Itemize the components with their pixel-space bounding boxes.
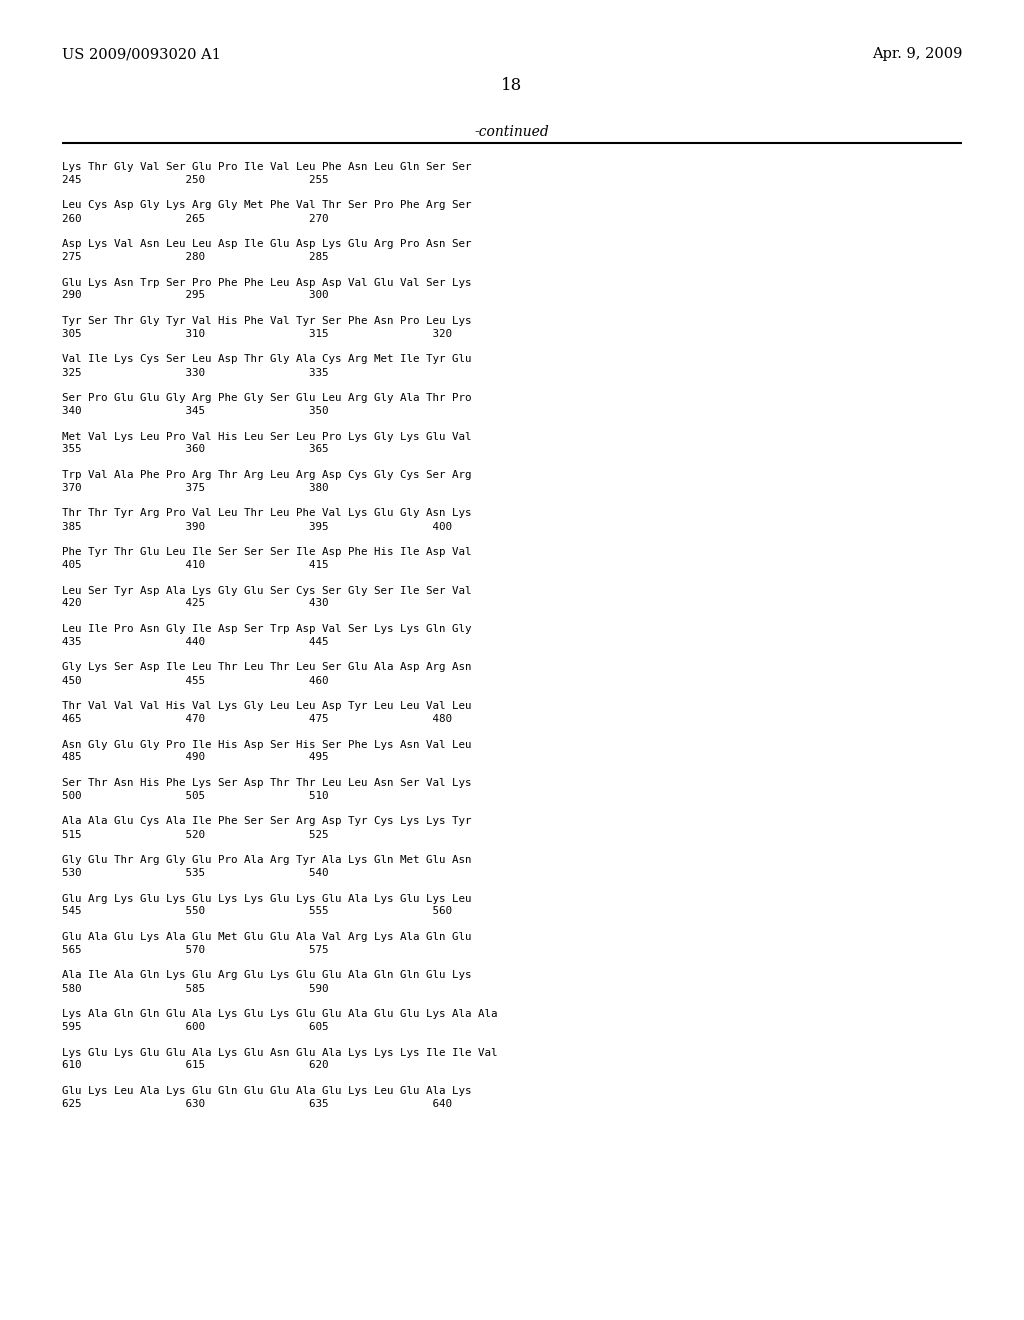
Text: 385                390                395                400: 385 390 395 400 (62, 521, 452, 532)
Text: 435                440                445: 435 440 445 (62, 638, 329, 647)
Text: 370                375                380: 370 375 380 (62, 483, 329, 492)
Text: US 2009/0093020 A1: US 2009/0093020 A1 (62, 48, 221, 61)
Text: Ala Ala Glu Cys Ala Ile Phe Ser Ser Arg Asp Tyr Cys Lys Lys Tyr: Ala Ala Glu Cys Ala Ile Phe Ser Ser Arg … (62, 817, 471, 826)
Text: Lys Ala Gln Gln Glu Ala Lys Glu Lys Glu Glu Ala Glu Glu Lys Ala Ala: Lys Ala Gln Gln Glu Ala Lys Glu Lys Glu … (62, 1008, 498, 1019)
Text: Val Ile Lys Cys Ser Leu Asp Thr Gly Ala Cys Arg Met Ile Tyr Glu: Val Ile Lys Cys Ser Leu Asp Thr Gly Ala … (62, 355, 471, 364)
Text: 18: 18 (502, 77, 522, 94)
Text: 305                310                315                320: 305 310 315 320 (62, 329, 452, 339)
Text: Gly Lys Ser Asp Ile Leu Thr Leu Thr Leu Ser Glu Ala Asp Arg Asn: Gly Lys Ser Asp Ile Leu Thr Leu Thr Leu … (62, 663, 471, 672)
Text: 610                615                620: 610 615 620 (62, 1060, 329, 1071)
Text: 465                470                475                480: 465 470 475 480 (62, 714, 452, 723)
Text: Glu Ala Glu Lys Ala Glu Met Glu Glu Ala Val Arg Lys Ala Gln Glu: Glu Ala Glu Lys Ala Glu Met Glu Glu Ala … (62, 932, 471, 942)
Text: Thr Thr Tyr Arg Pro Val Leu Thr Leu Phe Val Lys Glu Gly Asn Lys: Thr Thr Tyr Arg Pro Val Leu Thr Leu Phe … (62, 508, 471, 519)
Text: Lys Glu Lys Glu Glu Ala Lys Glu Asn Glu Ala Lys Lys Lys Ile Ile Val: Lys Glu Lys Glu Glu Ala Lys Glu Asn Glu … (62, 1048, 498, 1057)
Text: Glu Arg Lys Glu Lys Glu Lys Lys Glu Lys Glu Ala Lys Glu Lys Leu: Glu Arg Lys Glu Lys Glu Lys Lys Glu Lys … (62, 894, 471, 903)
Text: 290                295                300: 290 295 300 (62, 290, 329, 301)
Text: 275                280                285: 275 280 285 (62, 252, 329, 261)
Text: Glu Lys Leu Ala Lys Glu Gln Glu Glu Ala Glu Lys Leu Glu Ala Lys: Glu Lys Leu Ala Lys Glu Gln Glu Glu Ala … (62, 1086, 471, 1096)
Text: Thr Val Val Val His Val Lys Gly Leu Leu Asp Tyr Leu Leu Val Leu: Thr Val Val Val His Val Lys Gly Leu Leu … (62, 701, 471, 711)
Text: Ser Pro Glu Glu Gly Arg Phe Gly Ser Glu Leu Arg Gly Ala Thr Pro: Ser Pro Glu Glu Gly Arg Phe Gly Ser Glu … (62, 393, 471, 403)
Text: 420                425                430: 420 425 430 (62, 598, 329, 609)
Text: 405                410                415: 405 410 415 (62, 560, 329, 570)
Text: Ser Thr Asn His Phe Lys Ser Asp Thr Thr Leu Leu Asn Ser Val Lys: Ser Thr Asn His Phe Lys Ser Asp Thr Thr … (62, 777, 471, 788)
Text: 545                550                555                560: 545 550 555 560 (62, 907, 452, 916)
Text: 500                505                510: 500 505 510 (62, 791, 329, 801)
Text: 450                455                460: 450 455 460 (62, 676, 329, 685)
Text: 245                250                255: 245 250 255 (62, 176, 329, 185)
Text: Leu Cys Asp Gly Lys Arg Gly Met Phe Val Thr Ser Pro Phe Arg Ser: Leu Cys Asp Gly Lys Arg Gly Met Phe Val … (62, 201, 471, 210)
Text: Tyr Ser Thr Gly Tyr Val His Phe Val Tyr Ser Phe Asn Pro Leu Lys: Tyr Ser Thr Gly Tyr Val His Phe Val Tyr … (62, 315, 471, 326)
Text: Met Val Lys Leu Pro Val His Leu Ser Leu Pro Lys Gly Lys Glu Val: Met Val Lys Leu Pro Val His Leu Ser Leu … (62, 432, 471, 441)
Text: Lys Thr Gly Val Ser Glu Pro Ile Val Leu Phe Asn Leu Gln Ser Ser: Lys Thr Gly Val Ser Glu Pro Ile Val Leu … (62, 162, 471, 172)
Text: Asp Lys Val Asn Leu Leu Asp Ile Glu Asp Lys Glu Arg Pro Asn Ser: Asp Lys Val Asn Leu Leu Asp Ile Glu Asp … (62, 239, 471, 249)
Text: Leu Ile Pro Asn Gly Ile Asp Ser Trp Asp Val Ser Lys Lys Gln Gly: Leu Ile Pro Asn Gly Ile Asp Ser Trp Asp … (62, 624, 471, 634)
Text: Gly Glu Thr Arg Gly Glu Pro Ala Arg Tyr Ala Lys Gln Met Glu Asn: Gly Glu Thr Arg Gly Glu Pro Ala Arg Tyr … (62, 855, 471, 865)
Text: 485                490                495: 485 490 495 (62, 752, 329, 763)
Text: 565                570                575: 565 570 575 (62, 945, 329, 954)
Text: Asn Gly Glu Gly Pro Ile His Asp Ser His Ser Phe Lys Asn Val Leu: Asn Gly Glu Gly Pro Ile His Asp Ser His … (62, 739, 471, 750)
Text: 580                585                590: 580 585 590 (62, 983, 329, 994)
Text: 595                600                605: 595 600 605 (62, 1022, 329, 1032)
Text: 515                520                525: 515 520 525 (62, 829, 329, 840)
Text: 340                345                350: 340 345 350 (62, 407, 329, 416)
Text: Ala Ile Ala Gln Lys Glu Arg Glu Lys Glu Glu Ala Gln Gln Glu Lys: Ala Ile Ala Gln Lys Glu Arg Glu Lys Glu … (62, 970, 471, 981)
Text: 260                265                270: 260 265 270 (62, 214, 329, 223)
Text: Leu Ser Tyr Asp Ala Lys Gly Glu Ser Cys Ser Gly Ser Ile Ser Val: Leu Ser Tyr Asp Ala Lys Gly Glu Ser Cys … (62, 586, 471, 595)
Text: 530                535                540: 530 535 540 (62, 869, 329, 878)
Text: -continued: -continued (475, 125, 549, 139)
Text: Trp Val Ala Phe Pro Arg Thr Arg Leu Arg Asp Cys Gly Cys Ser Arg: Trp Val Ala Phe Pro Arg Thr Arg Leu Arg … (62, 470, 471, 480)
Text: Glu Lys Asn Trp Ser Pro Phe Phe Leu Asp Asp Val Glu Val Ser Lys: Glu Lys Asn Trp Ser Pro Phe Phe Leu Asp … (62, 277, 471, 288)
Text: Apr. 9, 2009: Apr. 9, 2009 (871, 48, 962, 61)
Text: 625                630                635                640: 625 630 635 640 (62, 1100, 452, 1109)
Text: Phe Tyr Thr Glu Leu Ile Ser Ser Ser Ile Asp Phe His Ile Asp Val: Phe Tyr Thr Glu Leu Ile Ser Ser Ser Ile … (62, 546, 471, 557)
Text: 355                360                365: 355 360 365 (62, 445, 329, 454)
Text: 325                330                335: 325 330 335 (62, 367, 329, 378)
